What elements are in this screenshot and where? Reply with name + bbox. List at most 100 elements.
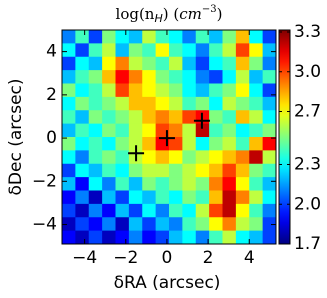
heatmap-cell <box>222 110 237 125</box>
heatmap-cell <box>88 43 103 58</box>
heatmap-cell <box>62 163 76 178</box>
heatmap-cell <box>62 56 76 71</box>
heatmap-cell <box>235 163 250 178</box>
heatmap-cell <box>169 137 183 151</box>
heatmap-cell <box>128 230 143 245</box>
heatmap-cell <box>75 110 90 125</box>
heatmap-cell <box>262 43 277 58</box>
heatmap-cell <box>128 70 143 84</box>
heatmap-cell <box>169 110 183 125</box>
heatmap-cell <box>142 137 157 151</box>
heatmap-cell <box>115 83 130 98</box>
heatmap-cell <box>182 70 197 84</box>
heatmap-cell <box>195 96 210 111</box>
heatmap-cell <box>209 190 223 205</box>
heatmap-cell <box>209 150 223 165</box>
heatmap-cell <box>142 230 157 245</box>
heatmap-cell <box>75 177 90 191</box>
y-tick-label: 2 <box>46 85 57 105</box>
marker-cross <box>158 130 175 147</box>
heatmap-cell <box>195 217 210 232</box>
heatmap-cell <box>169 123 183 138</box>
heatmap-cell <box>235 110 250 125</box>
heatmap-cell <box>195 230 210 245</box>
heatmap-cell <box>155 177 170 191</box>
heatmap-cell <box>209 30 223 44</box>
heatmap-cell <box>222 96 237 111</box>
heatmap-cell <box>222 190 237 205</box>
y-tick-label: −2 <box>32 171 57 191</box>
heatmap-cell <box>235 30 250 44</box>
heatmap-cell <box>142 96 157 111</box>
heatmap-cell <box>182 110 197 125</box>
heatmap-cell <box>142 177 157 191</box>
title-part: ) ( <box>163 5 179 23</box>
heatmap-cell <box>222 56 237 71</box>
heatmap-cell <box>75 137 90 151</box>
heatmap-cell <box>115 203 130 218</box>
heatmap-cell <box>62 217 76 232</box>
chart-title: log(nH) (cm−3) <box>116 4 223 26</box>
heatmap-cell <box>155 163 170 178</box>
heatmap-cell <box>62 43 76 58</box>
heatmap-cell <box>262 30 277 44</box>
heatmap-cell <box>155 217 170 232</box>
heatmap-cell <box>128 203 143 218</box>
heatmap-cell <box>209 96 223 111</box>
heatmap-cell <box>262 137 277 151</box>
heatmap-cell <box>249 83 264 98</box>
heatmap-cell <box>102 230 116 245</box>
title-sub: H <box>154 12 162 25</box>
heatmap-cell <box>169 56 183 71</box>
heatmap-cell <box>155 96 170 111</box>
heatmap-cell <box>195 163 210 178</box>
y-tick-label: 4 <box>46 42 57 62</box>
heatmap-cell <box>235 83 250 98</box>
heatmap-cell <box>142 56 157 71</box>
colorbar-tick-label: 2.3 <box>294 155 321 175</box>
heatmap-cell <box>75 217 90 232</box>
heatmap-cell <box>262 70 277 84</box>
heatmap-cell <box>222 83 237 98</box>
heatmap-cell <box>128 96 143 111</box>
heatmap-cell <box>182 83 197 98</box>
heatmap-cell <box>75 163 90 178</box>
heatmap-cell <box>128 110 143 125</box>
heatmap-cell <box>182 190 197 205</box>
heatmap-cell <box>115 96 130 111</box>
heatmap-cell <box>62 70 76 84</box>
y-tick-label: 0 <box>46 128 57 148</box>
heatmap-cell <box>102 177 116 191</box>
heatmap-cell <box>102 43 116 58</box>
title-sup: −3 <box>202 4 217 15</box>
heatmap-cell <box>102 217 116 232</box>
heatmap-cell <box>142 43 157 58</box>
heatmap-cell <box>102 163 116 178</box>
heatmap-cell <box>195 177 210 191</box>
heatmap-cell <box>88 150 103 165</box>
heatmap-cell <box>142 110 157 125</box>
heatmap-cell <box>169 43 183 58</box>
heatmap-cell <box>142 217 157 232</box>
x-tick-label: −4 <box>72 248 97 268</box>
heatmap-cell <box>262 56 277 71</box>
heatmap-cell <box>262 177 277 191</box>
heatmap-cell <box>75 150 90 165</box>
heatmap-cell <box>235 177 250 191</box>
heatmap-cell <box>182 30 197 44</box>
heatmap-cell <box>182 56 197 71</box>
heatmap-cell <box>222 177 237 191</box>
title-unit: cm <box>179 5 202 23</box>
heatmap-cell <box>128 217 143 232</box>
x-tick-label: −2 <box>113 248 138 268</box>
heatmap-cell <box>88 30 103 44</box>
heatmap-cell <box>75 83 90 98</box>
heatmap-cell <box>182 96 197 111</box>
heatmap-cell <box>115 163 130 178</box>
heatmap-cell <box>222 203 237 218</box>
heatmap-cell <box>235 230 250 245</box>
heatmap-cell <box>115 150 130 165</box>
heatmap-cell <box>62 30 76 44</box>
